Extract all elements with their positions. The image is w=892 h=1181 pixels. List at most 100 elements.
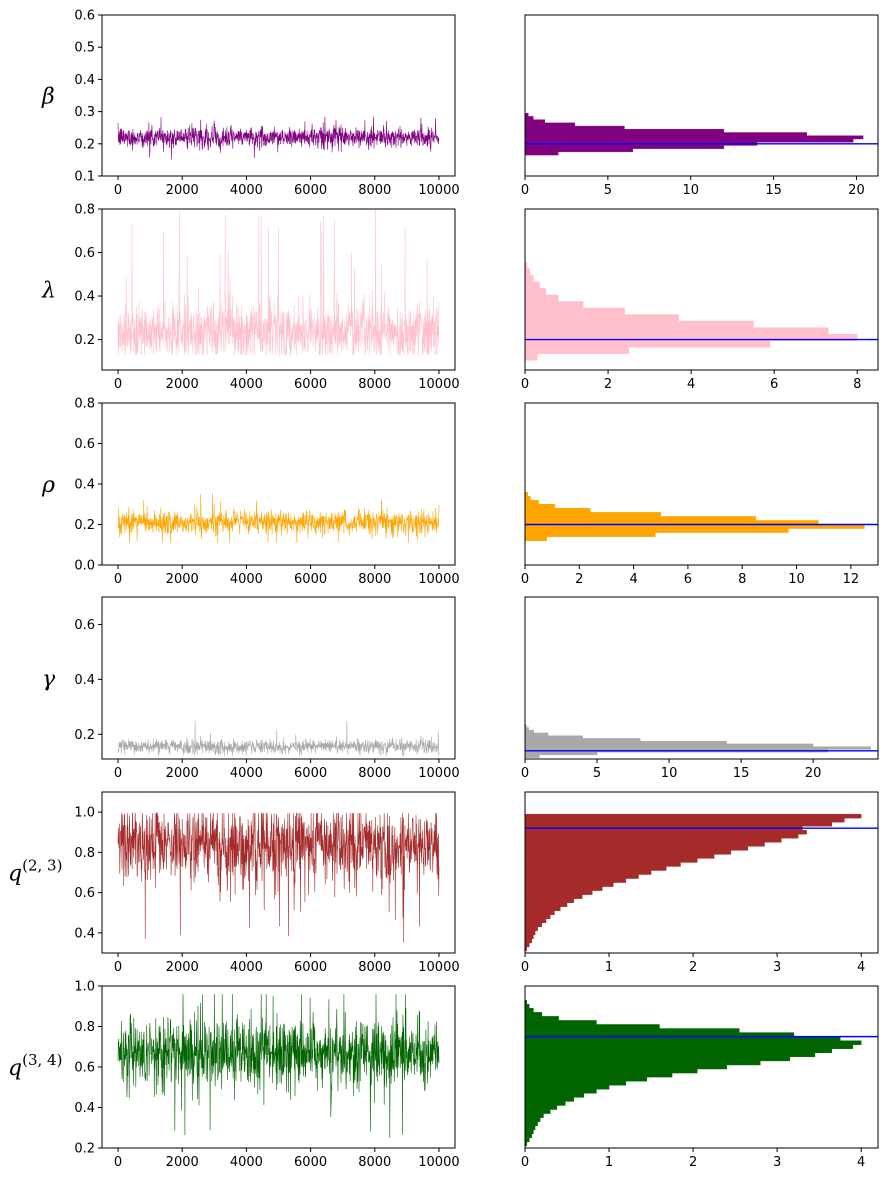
hist-bar: [524, 148, 633, 153]
hist-bar: [524, 516, 757, 521]
param-label: q(3, 4): [8, 1051, 62, 1081]
x-tick-label: 2000: [166, 766, 199, 781]
x-tick-label: 2000: [166, 572, 199, 587]
x-tick-label: 8000: [358, 766, 391, 781]
hist-bar: [524, 1117, 541, 1122]
hist-axes-frame: [524, 985, 879, 1149]
x-tick-label: 6000: [294, 183, 327, 198]
hist-bar: [524, 532, 656, 537]
histogram-plot: 0 5 10 15 20: [521, 596, 879, 781]
hist-bar: [524, 732, 549, 736]
y-tick-label: 0.6: [74, 886, 95, 901]
x-tick-label: 8000: [358, 377, 391, 392]
hist-bar: [524, 495, 531, 501]
panel-row-5: q(3, 4) 0 2000 4000 6000 8000 10000 0.2 0.4 0.6 0.…: [8, 980, 879, 1170]
hist-bar: [524, 914, 551, 919]
x-tick-label: 8: [853, 377, 861, 392]
hist-bar: [524, 930, 536, 936]
param-superscript: (2, 3): [22, 857, 62, 875]
hist-bar: [524, 854, 715, 859]
y-tick-label: 0.2: [74, 1142, 95, 1157]
hist-bar: [524, 314, 679, 322]
hist-bar: [524, 1113, 544, 1118]
hist-axes-frame: [524, 791, 879, 954]
x-tick-label: 0: [521, 1155, 529, 1170]
x-tick-label: 4000: [230, 183, 263, 198]
x-tick-label: 0: [114, 1155, 122, 1170]
x-tick-label: 1: [605, 1155, 613, 1170]
x-tick-label: 6000: [294, 960, 327, 975]
y-tick-label: 0.8: [74, 846, 95, 861]
histogram-plot: 0 1 2 3 4: [521, 985, 879, 1170]
hist-bar: [524, 500, 539, 505]
panel-row-3: γ 0 2000 4000 6000 8000 10000 0.2 0.4 0.6 0 5 10 15 20: [42, 596, 879, 781]
x-tick-label: 1: [605, 960, 613, 975]
hist-bar: [524, 1097, 574, 1102]
y-tick-label: 0.8: [74, 1020, 95, 1035]
hist-bar: [524, 340, 771, 348]
x-tick-label: 0: [521, 766, 529, 781]
x-tick-label: 0: [114, 766, 122, 781]
histogram-plot: 0 1 2 3 4: [521, 791, 879, 975]
hist-bar: [524, 870, 652, 875]
hist-bar: [524, 1129, 534, 1135]
x-tick-label: 8000: [358, 1155, 391, 1170]
x-tick-label: 2: [575, 572, 583, 587]
hist-bar: [524, 894, 583, 899]
hist-bar: [524, 1056, 790, 1062]
param-symbol: γ: [42, 667, 56, 692]
hist-bar: [524, 926, 538, 932]
x-tick-label: 0: [114, 377, 122, 392]
hist-bar: [524, 1076, 648, 1082]
x-tick-label: 10000: [418, 572, 459, 587]
hist-bar: [524, 1085, 610, 1090]
hist-bar: [524, 129, 725, 133]
x-tick-label: 4000: [230, 572, 263, 587]
y-tick-label: 0.8: [74, 397, 95, 412]
panel-row-1: λ 0 2000 4000 6000 8000 10000 0.2 0.4 0.6 0.8 0 2 4 6 8: [41, 203, 879, 392]
hist-bar: [524, 1101, 566, 1106]
hist-bar: [524, 754, 540, 758]
x-tick-label: 10000: [418, 183, 459, 198]
hist-bar: [524, 1020, 597, 1025]
x-tick-label: 4000: [230, 766, 263, 781]
x-tick-label: 3: [773, 960, 781, 975]
y-tick-label: 0.4: [74, 673, 95, 688]
x-tick-label: 10: [661, 766, 678, 781]
trace-series: [117, 720, 440, 757]
hist-bar: [524, 1133, 532, 1139]
trace-plot: 0 2000 4000 6000 8000 10000 0.2 0.4 0.6: [74, 596, 460, 781]
hist-bar: [524, 902, 568, 907]
hist-bar: [524, 858, 698, 863]
y-tick-label: 1.0: [74, 806, 95, 821]
trace-axes-frame: [101, 791, 456, 954]
y-tick-label: 0.5: [74, 41, 95, 56]
hist-bar: [524, 1093, 585, 1098]
param-label: q(2, 3): [8, 857, 62, 887]
x-tick-label: 5: [593, 766, 601, 781]
x-tick-label: 5: [604, 183, 612, 198]
y-tick-label: 1.0: [74, 980, 95, 995]
x-tick-label: 20: [848, 183, 865, 198]
param-symbol: λ: [41, 279, 56, 304]
param-label: ρ: [41, 473, 55, 498]
hist-bar: [524, 353, 538, 361]
param-label: γ: [42, 667, 56, 692]
hist-bar: [524, 906, 561, 911]
y-tick-label: 0.6: [74, 1061, 95, 1076]
hist-bar: [524, 116, 534, 120]
hist-axes-frame: [524, 402, 879, 566]
hist-bar: [524, 1052, 816, 1058]
hist-bar: [524, 942, 530, 948]
x-tick-label: 10000: [418, 1155, 459, 1170]
hist-bar: [524, 1068, 698, 1074]
trace-axes-frame: [101, 402, 456, 566]
hist-bar: [524, 536, 547, 541]
trace-axes-frame: [101, 208, 456, 371]
x-tick-label: 20: [805, 766, 822, 781]
x-tick-label: 10: [682, 183, 699, 198]
x-tick-label: 6000: [294, 1155, 327, 1170]
hist-bar: [524, 1016, 559, 1021]
trace-series: [117, 209, 440, 356]
